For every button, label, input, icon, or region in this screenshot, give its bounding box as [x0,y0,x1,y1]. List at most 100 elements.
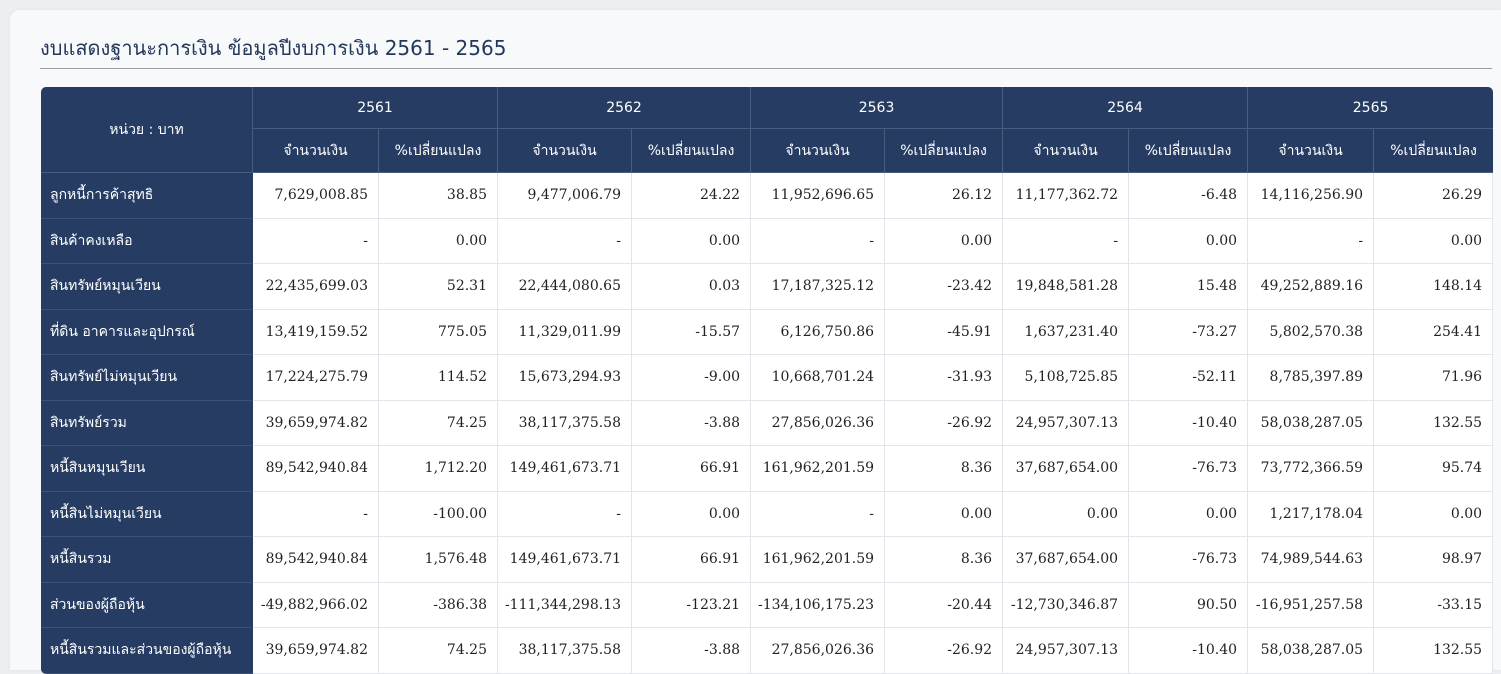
amount-cell: 37,687,654.00 [1003,537,1130,583]
amount-cell: 6,126,750.86 [751,309,886,355]
amount-cell: 22,444,080.65 [498,264,633,310]
amount-cell: 14,116,256.90 [1248,173,1375,219]
amount-cell: -111,344,298.13 [498,582,633,628]
amount-cell: - [498,218,633,264]
amount-cell: 9,477,006.79 [498,173,633,219]
change-cell: -33.15 [1374,582,1494,628]
subheader-row: จำนวนเงิน %เปลี่ยนแปลง จำนวนเงิน %เปลี่ยนแป… [41,129,1494,173]
change-cell: 24.22 [632,173,752,219]
change-cell: 0.00 [1129,491,1249,537]
amount-column-header: จำนวนเงิน [253,129,379,173]
amount-cell: 1,637,231.40 [1003,309,1130,355]
change-cell: 26.12 [885,173,1004,219]
amount-cell: 7,629,008.85 [253,173,379,219]
change-cell: 74.25 [379,400,499,446]
change-cell: 132.55 [1374,628,1494,674]
change-cell: 8.36 [885,446,1004,492]
amount-cell: 89,542,940.84 [253,537,379,583]
amount-cell: 149,461,673.71 [498,537,633,583]
amount-cell: 19,848,581.28 [1003,264,1130,310]
row-label: สินทรัพย์หมุนเวียน [41,264,253,310]
amount-cell: 17,224,275.79 [253,355,379,401]
table-row: หนี้สินไม่หมุนเวียน - -100.00-0.00-0.00 0.0… [41,491,1494,537]
year-header: 2563 [751,87,1004,129]
change-cell: 52.31 [379,264,499,310]
row-label: ส่วนของผู้ถือหุ้น [41,582,253,628]
change-cell: -9.00 [632,355,752,401]
change-cell: -31.93 [885,355,1004,401]
row-label: หนี้สินไม่หมุนเวียน [41,491,253,537]
change-cell: -3.88 [632,400,752,446]
change-cell: 775.05 [379,309,499,355]
amount-cell: 58,038,287.05 [1248,400,1375,446]
amount-cell: 24,957,307.13 [1003,628,1130,674]
amount-cell: - [498,491,633,537]
amount-cell: -134,106,175.23 [751,582,886,628]
amount-cell: 38,117,375.58 [498,400,633,446]
change-cell: -10.40 [1129,628,1249,674]
change-cell: 8.36 [885,537,1004,583]
change-cell: 90.50 [1129,582,1249,628]
change-cell: 74.25 [379,628,499,674]
amount-cell: 22,435,699.03 [253,264,379,310]
change-cell: -10.40 [1129,400,1249,446]
change-cell: -6.48 [1129,173,1249,219]
change-cell: 98.97 [1374,537,1494,583]
year-header: 2561 [253,87,499,129]
table-row: หนี้สินรวมและส่วนของผู้ถือหุ้น 39,659,974… [41,628,1494,674]
amount-cell: 37,687,654.00 [1003,446,1130,492]
amount-cell: 39,659,974.82 [253,400,379,446]
change-cell: 0.00 [632,218,752,264]
change-column-header: %เปลี่ยนแปลง [1129,129,1249,173]
page-title: งบแสดงฐานะการเงิน ข้อมูลปีงบการเงิน 2561… [40,36,507,60]
change-cell: 15.48 [1129,264,1249,310]
change-cell: 254.41 [1374,309,1494,355]
change-column-header: %เปลี่ยนแปลง [632,129,752,173]
amount-cell: 11,329,011.99 [498,309,633,355]
change-cell: -52.11 [1129,355,1249,401]
amount-column-header: จำนวนเงิน [498,129,633,173]
amount-cell: -12,730,346.87 [1003,582,1130,628]
amount-cell: 74,989,544.63 [1248,537,1375,583]
change-cell: 95.74 [1374,446,1494,492]
change-cell: 66.91 [632,446,752,492]
unit-label: หน่วย : บาท [41,87,253,173]
amount-cell: 161,962,201.59 [751,446,886,492]
change-cell: 71.96 [1374,355,1494,401]
change-cell: 0.00 [379,218,499,264]
year-header: 2564 [1003,87,1249,129]
change-cell: -26.92 [885,400,1004,446]
row-label: หนี้สินหมุนเวียน [41,446,253,492]
change-column-header: %เปลี่ยนแปลง [379,129,499,173]
change-cell: -26.92 [885,628,1004,674]
change-cell: -100.00 [379,491,499,537]
amount-cell: 39,659,974.82 [253,628,379,674]
balance-sheet-table: หน่วย : บาท 2561 2562 2563 2564 2565 จำน… [41,87,1494,674]
change-cell: 0.00 [885,218,1004,264]
change-cell: -76.73 [1129,446,1249,492]
table-row: สินทรัพย์ไม่หมุนเวียน 17,224,275.79 114.52… [41,355,1494,401]
amount-cell: 15,673,294.93 [498,355,633,401]
change-cell: -3.88 [632,628,752,674]
table-row: ส่วนของผู้ถือหุ้น -49,882,966.02 -386.38 -1… [41,582,1494,628]
row-label: ที่ดิน อาคารและอุปกรณ์ [41,309,253,355]
amount-cell: 0.00 [1003,491,1130,537]
change-column-header: %เปลี่ยนแปลง [1374,129,1494,173]
amount-cell: 5,802,570.38 [1248,309,1375,355]
amount-cell: -49,882,966.02 [253,582,379,628]
amount-cell: 89,542,940.84 [253,446,379,492]
change-cell: -386.38 [379,582,499,628]
amount-cell: 1,217,178.04 [1248,491,1375,537]
amount-cell: 24,957,307.13 [1003,400,1130,446]
amount-cell: - [253,491,379,537]
amount-cell: 27,856,026.36 [751,400,886,446]
amount-cell: 73,772,366.59 [1248,446,1375,492]
balance-sheet-card: งบแสดงฐานะการเงิน ข้อมูลปีงบการเงิน 2561… [10,10,1501,674]
change-cell: 66.91 [632,537,752,583]
row-label: ลูกหนี้การค้าสุทธิ [41,173,253,219]
amount-cell: 8,785,397.89 [1248,355,1375,401]
change-cell: 0.03 [632,264,752,310]
year-header: 2562 [498,87,752,129]
amount-cell: -16,951,257.58 [1248,582,1375,628]
change-cell: 0.00 [632,491,752,537]
